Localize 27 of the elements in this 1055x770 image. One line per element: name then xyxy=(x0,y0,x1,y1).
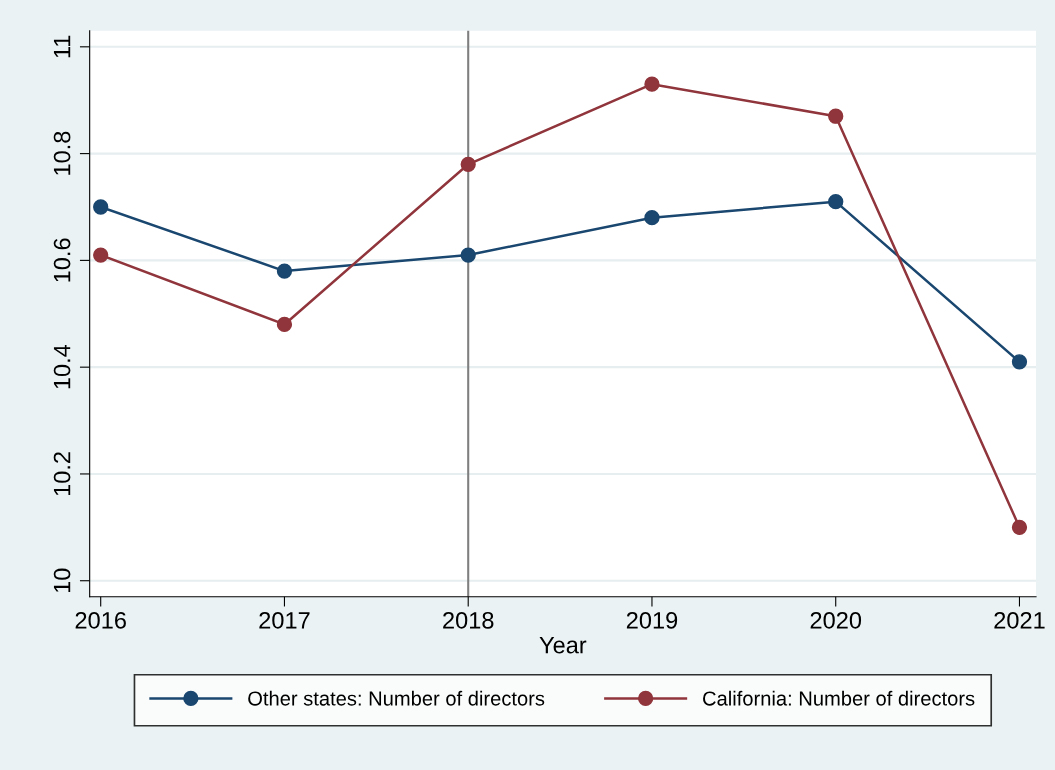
y-tick-label: 10.8 xyxy=(53,131,71,175)
x-tick-label: 2016 xyxy=(75,611,126,629)
point xyxy=(644,210,660,226)
point xyxy=(1011,519,1028,535)
y-tick-label: 10 xyxy=(53,568,71,593)
y-tick-label: 10.2 xyxy=(53,452,71,496)
point xyxy=(460,156,476,172)
point xyxy=(644,76,660,92)
x-tick-label: 2020 xyxy=(810,611,862,629)
x-tick-label: 2017 xyxy=(259,611,310,629)
point xyxy=(1011,354,1028,370)
point xyxy=(93,247,109,263)
point xyxy=(460,247,476,263)
y-tick-label: 10.6 xyxy=(53,238,71,282)
point xyxy=(828,194,844,210)
legend-label: Other states: Number of directors xyxy=(248,690,545,706)
point xyxy=(828,108,844,124)
x-tick-label: 2021 xyxy=(994,611,1045,629)
y-tick-label: 11 xyxy=(53,35,71,58)
point xyxy=(93,199,109,215)
legend-label: California: Number of directors xyxy=(703,690,975,706)
x-tick-label: 2019 xyxy=(626,611,678,629)
x-tick-label: 2018 xyxy=(443,611,494,629)
point xyxy=(276,263,293,279)
x-axis-title: Year xyxy=(539,636,587,654)
point xyxy=(276,316,293,333)
y-tick-label: 10.4 xyxy=(53,344,71,389)
